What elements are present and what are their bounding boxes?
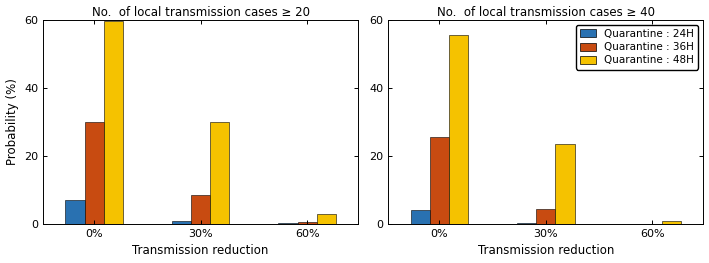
Bar — [449, 35, 468, 224]
Title: No.  of local transmission cases ≥ 40: No. of local transmission cases ≥ 40 — [437, 6, 655, 19]
Bar — [104, 21, 123, 224]
Bar — [430, 137, 449, 224]
X-axis label: Transmission reduction: Transmission reduction — [133, 244, 269, 257]
Legend: Quarantine : 24H, Quarantine : 36H, Quarantine : 48H: Quarantine : 24H, Quarantine : 36H, Quar… — [576, 25, 698, 69]
Bar — [191, 195, 211, 224]
Bar — [279, 223, 298, 224]
Bar — [84, 122, 104, 224]
Bar — [555, 144, 574, 224]
Bar — [298, 222, 317, 224]
Bar — [517, 223, 536, 224]
Bar — [536, 209, 555, 224]
Y-axis label: Probability (%): Probability (%) — [6, 78, 18, 165]
Bar — [662, 221, 681, 224]
Bar — [211, 122, 230, 224]
X-axis label: Transmission reduction: Transmission reduction — [478, 244, 614, 257]
Bar — [65, 200, 84, 224]
Bar — [411, 210, 430, 224]
Bar — [317, 214, 336, 224]
Bar — [172, 221, 191, 224]
Title: No.  of local transmission cases ≥ 20: No. of local transmission cases ≥ 20 — [91, 6, 310, 19]
